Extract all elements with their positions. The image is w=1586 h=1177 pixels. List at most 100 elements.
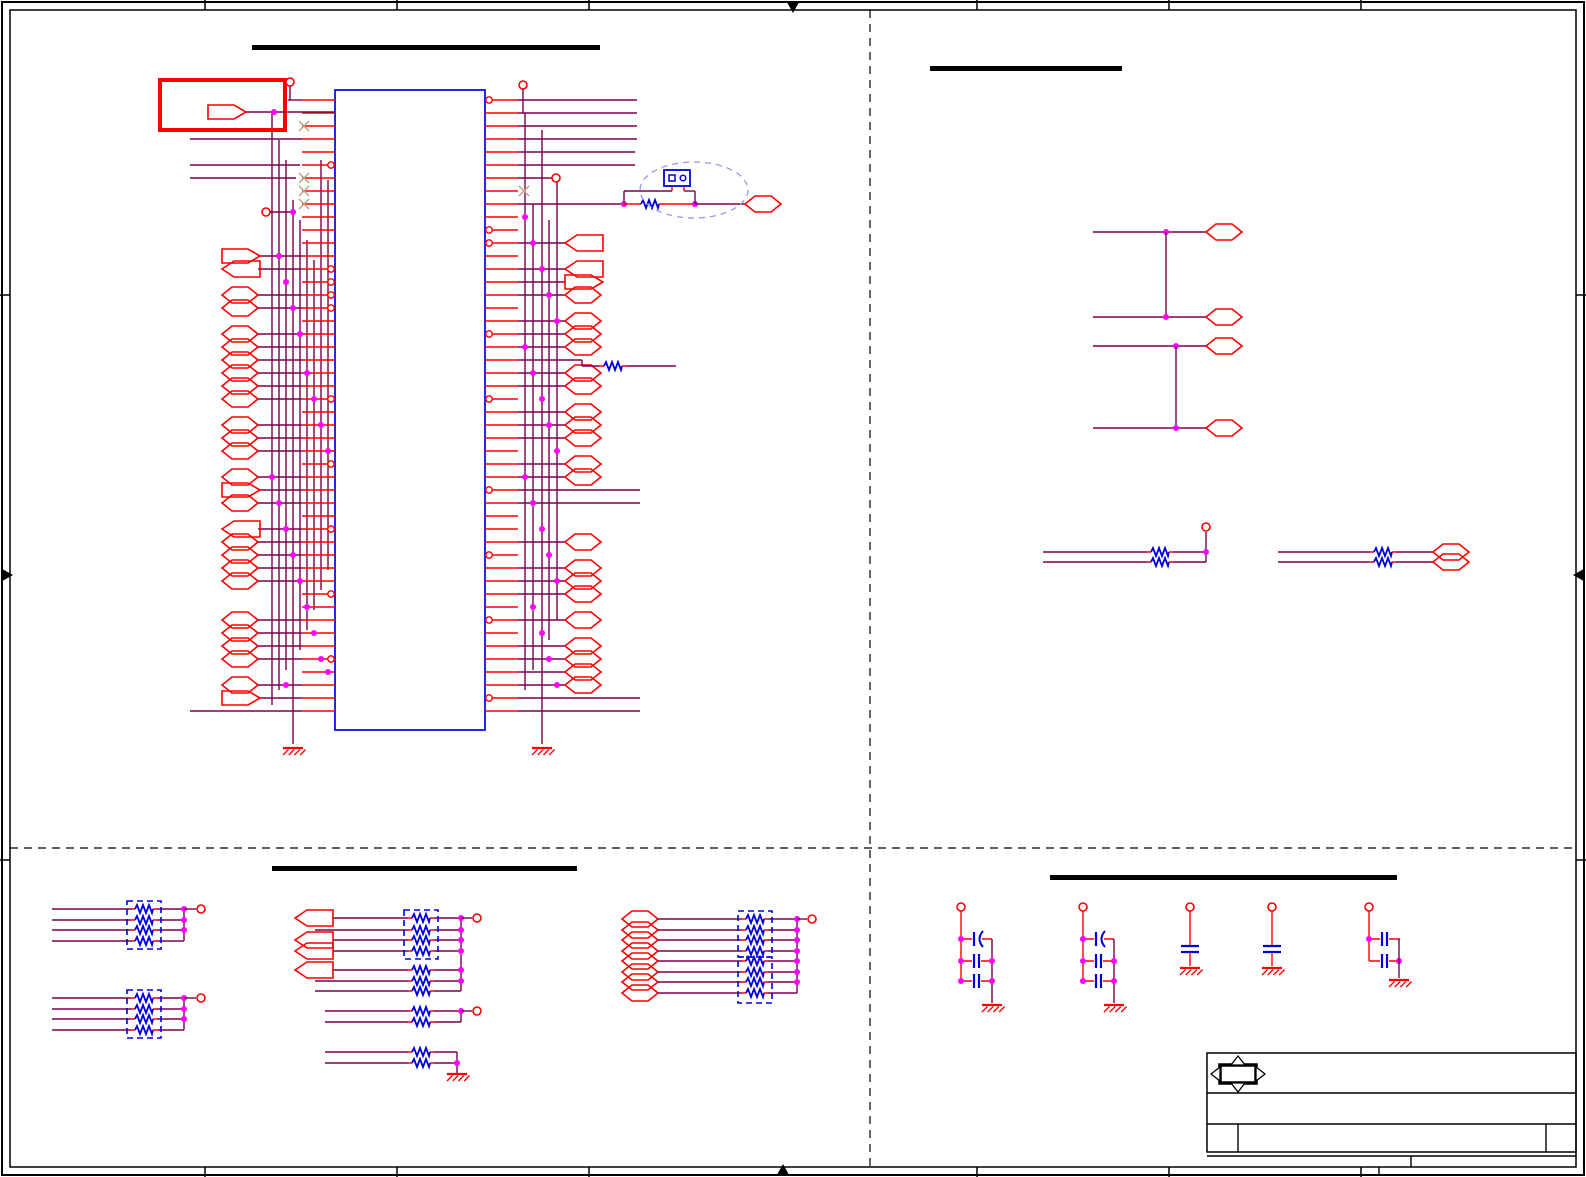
resistor[interactable] — [411, 1045, 431, 1060]
pin-connector-circle[interactable] — [956, 902, 966, 912]
port-bidirectional[interactable] — [220, 286, 260, 304]
resistor[interactable] — [411, 933, 431, 948]
port-bidirectional[interactable] — [563, 416, 603, 434]
resistor[interactable] — [745, 933, 765, 948]
resistor[interactable] — [1373, 545, 1393, 560]
port-bidirectional[interactable] — [220, 468, 260, 486]
resistor[interactable] — [134, 934, 154, 949]
resistor[interactable] — [411, 1015, 431, 1030]
resistor[interactable] — [411, 944, 431, 959]
resistor[interactable] — [411, 974, 431, 989]
pin-connector-circle[interactable] — [196, 993, 206, 1003]
port-bidirectional[interactable] — [220, 351, 260, 369]
port-bidirectional[interactable] — [1431, 553, 1471, 571]
resistor-network-box[interactable] — [126, 989, 162, 1039]
port-input[interactable] — [293, 931, 334, 949]
port-bidirectional[interactable] — [220, 676, 260, 694]
pin-connector-circle[interactable] — [261, 207, 271, 217]
port-bidirectional[interactable] — [563, 572, 603, 590]
resistor[interactable] — [1150, 555, 1170, 570]
resistor[interactable] — [411, 1056, 431, 1071]
port-bidirectional[interactable] — [220, 429, 260, 447]
port-bidirectional[interactable] — [220, 416, 260, 434]
pin-connector-circle[interactable] — [1364, 902, 1374, 912]
resistor[interactable] — [745, 944, 765, 959]
port-bidirectional[interactable] — [563, 364, 603, 382]
port-bidirectional[interactable] — [220, 650, 260, 668]
port-bidirectional[interactable] — [220, 533, 260, 551]
resistor[interactable] — [134, 991, 154, 1006]
port-input[interactable] — [220, 260, 261, 278]
resistor[interactable] — [411, 984, 431, 999]
port-bidirectional[interactable] — [220, 546, 260, 564]
pin-connector-circle[interactable] — [285, 77, 295, 87]
resistor[interactable] — [603, 359, 623, 374]
pin-connector-circle[interactable] — [1185, 902, 1195, 912]
pin-connector-circle[interactable] — [1201, 522, 1211, 532]
port-bidirectional[interactable] — [563, 533, 603, 551]
port-bidirectional[interactable] — [563, 286, 603, 304]
port-bidirectional[interactable] — [563, 676, 603, 694]
resistor[interactable] — [134, 1012, 154, 1027]
port-bidirectional[interactable] — [563, 325, 603, 343]
port-bidirectional[interactable] — [563, 468, 603, 486]
port-bidirectional[interactable] — [220, 299, 260, 317]
port-bidirectional[interactable] — [563, 429, 603, 447]
port-bidirectional[interactable] — [563, 663, 603, 681]
port-bidirectional[interactable] — [220, 572, 260, 590]
resistor[interactable] — [411, 923, 431, 938]
resistor[interactable] — [745, 965, 765, 980]
port-output[interactable] — [564, 274, 605, 290]
resistor[interactable] — [1373, 555, 1393, 570]
polarized-capacitor[interactable] — [1100, 930, 1106, 948]
pin-connector-circle[interactable] — [196, 904, 206, 914]
port-input[interactable] — [563, 234, 604, 252]
pin-connector-circle[interactable] — [1078, 902, 1088, 912]
port-bidirectional[interactable] — [563, 585, 603, 603]
port-output[interactable] — [221, 248, 262, 264]
pin-connector-circle[interactable] — [472, 913, 482, 923]
resistor[interactable] — [134, 923, 154, 938]
resistor[interactable] — [745, 986, 765, 1001]
pin-connector-circle[interactable] — [472, 1006, 482, 1016]
port-bidirectional[interactable] — [563, 403, 603, 421]
port-bidirectional[interactable] — [220, 390, 260, 408]
resistor[interactable] — [745, 912, 765, 927]
port-bidirectional[interactable] — [620, 984, 660, 1002]
resistor[interactable] — [411, 911, 431, 926]
port-bidirectional[interactable] — [563, 611, 603, 629]
port-bidirectional[interactable] — [220, 325, 260, 343]
port-bidirectional[interactable] — [220, 611, 260, 629]
pin-connector-circle[interactable] — [807, 914, 817, 924]
resistor-network-box[interactable] — [403, 909, 439, 960]
port-bidirectional[interactable] — [563, 338, 603, 356]
resistor[interactable] — [411, 1004, 431, 1019]
resistor-network-box[interactable] — [126, 900, 162, 950]
port-output[interactable] — [221, 690, 262, 706]
port-input[interactable] — [293, 942, 334, 960]
main-ic[interactable] — [334, 89, 486, 731]
port-bidirectional[interactable] — [1204, 419, 1244, 437]
resistor[interactable] — [745, 954, 765, 969]
port-bidirectional[interactable] — [743, 195, 783, 213]
port-bidirectional[interactable] — [563, 650, 603, 668]
port-bidirectional[interactable] — [220, 637, 260, 655]
port-output[interactable] — [221, 482, 262, 498]
resistor[interactable] — [640, 197, 660, 212]
port-bidirectional[interactable] — [1431, 543, 1471, 561]
port-bidirectional[interactable] — [220, 442, 260, 460]
port-bidirectional[interactable] — [220, 338, 260, 356]
port-bidirectional[interactable] — [1204, 223, 1244, 241]
resistor[interactable] — [411, 963, 431, 978]
resistor[interactable] — [134, 913, 154, 928]
port-bidirectional[interactable] — [563, 559, 603, 577]
port-output[interactable] — [207, 104, 248, 120]
resistor[interactable] — [1150, 545, 1170, 560]
port-input[interactable] — [293, 961, 334, 979]
resistor[interactable] — [134, 1002, 154, 1017]
port-input[interactable] — [293, 909, 334, 927]
port-bidirectional[interactable] — [563, 312, 603, 330]
resistor[interactable] — [745, 923, 765, 938]
port-bidirectional[interactable] — [220, 559, 260, 577]
port-bidirectional[interactable] — [1204, 308, 1244, 326]
